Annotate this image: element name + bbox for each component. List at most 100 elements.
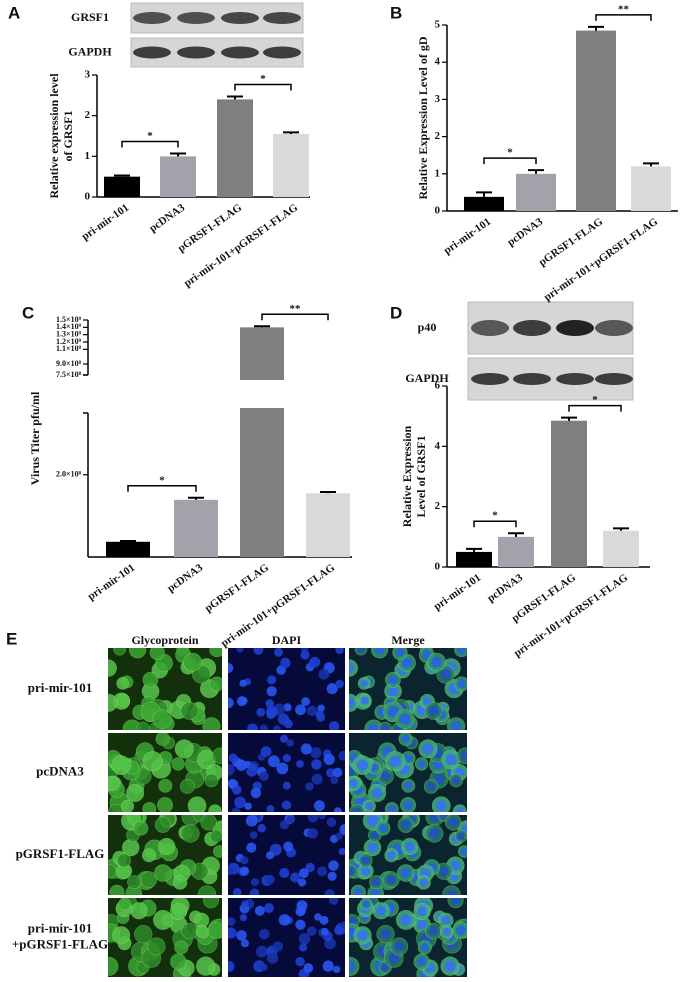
error-bar — [227, 95, 243, 100]
nucleus — [361, 696, 369, 705]
cell — [209, 648, 222, 658]
error-bar — [508, 532, 524, 537]
bar — [456, 551, 492, 567]
nucleus — [253, 648, 264, 655]
cell — [155, 733, 170, 746]
significance-bracket — [261, 313, 329, 321]
cell — [118, 898, 131, 911]
cell — [130, 902, 148, 920]
nucleus — [428, 828, 440, 839]
micrograph-cells — [228, 815, 345, 895]
error-bar — [476, 191, 492, 197]
blot-band — [556, 373, 594, 385]
bar — [516, 173, 556, 211]
cell — [181, 922, 198, 940]
y-tick-label: 0 — [85, 191, 91, 203]
nucleus — [395, 648, 405, 657]
nucleus — [372, 878, 381, 887]
y-axis-label: Virus Titer pfu/ml — [28, 391, 42, 485]
x-tick-label: pcDNA3 — [165, 561, 205, 594]
y-tick-label: 1.2×10⁹ — [56, 337, 82, 346]
nucleus — [256, 707, 266, 717]
nucleus — [299, 943, 308, 952]
cell — [116, 676, 130, 690]
nucleus — [404, 841, 415, 852]
nucleus — [371, 787, 383, 799]
nucleus — [356, 759, 369, 771]
nucleus — [300, 650, 310, 660]
nucleus — [361, 856, 370, 865]
nucleus — [368, 723, 380, 730]
x-tick-label: pri-mir-101+pGRSF1-FLAG — [182, 201, 301, 289]
nucleus — [266, 851, 275, 860]
cell — [158, 778, 173, 793]
x-tick-label: pcDNA3 — [505, 215, 545, 248]
nucleus — [266, 706, 278, 718]
nucleus — [401, 734, 410, 743]
nucleus — [282, 754, 291, 763]
cell — [174, 940, 189, 955]
panel-label: B — [390, 3, 402, 22]
nucleus — [297, 878, 307, 887]
nucleus — [247, 723, 259, 730]
x-tick-label: pcDNA3 — [147, 201, 187, 234]
nucleus — [441, 915, 451, 925]
micrograph-cells — [108, 733, 222, 812]
cell — [170, 953, 187, 970]
x-tick-label: pri-mir-101 — [86, 562, 138, 603]
cell — [140, 871, 158, 888]
nucleus — [419, 878, 428, 887]
nucleus — [455, 807, 464, 812]
nucleus — [332, 767, 343, 778]
nucleus — [317, 866, 328, 877]
nucleus — [311, 759, 322, 770]
nucleus — [307, 815, 319, 823]
significance-bracket — [483, 157, 537, 165]
nucleus — [266, 804, 275, 812]
nucleus — [440, 815, 448, 820]
nucleus — [380, 928, 391, 940]
blot-band — [513, 373, 551, 385]
significance-label: * — [159, 474, 165, 486]
nucleus — [381, 963, 390, 972]
nucleus — [335, 832, 343, 840]
nucleus — [417, 760, 426, 768]
nucleus — [250, 787, 262, 799]
cell — [154, 816, 171, 833]
error-bar — [188, 496, 204, 500]
nucleus — [279, 734, 289, 743]
bar — [551, 420, 587, 567]
nucleus — [228, 753, 238, 763]
cell — [180, 701, 199, 720]
nucleus — [387, 804, 396, 812]
nucleus — [305, 862, 315, 873]
nucleus — [319, 915, 329, 925]
nucleus — [321, 927, 329, 936]
error-bar — [320, 490, 336, 494]
nucleus — [353, 888, 363, 895]
nucleus — [431, 656, 442, 668]
blot-band — [471, 373, 509, 385]
nucleus — [400, 914, 412, 926]
y-axis-label: Relative ExpressionLevel of GRSF1 — [400, 425, 428, 527]
nucleus — [259, 771, 269, 782]
x-tick-label: pri-mir-101 — [432, 572, 484, 613]
nucleus — [416, 919, 428, 930]
nucleus — [228, 960, 235, 972]
nucleus — [245, 815, 258, 827]
cell — [116, 693, 131, 708]
cell — [208, 804, 222, 812]
micrograph-cells — [108, 898, 222, 977]
nucleus — [435, 800, 447, 812]
y-tick-label: 2 — [435, 500, 441, 512]
nucleus — [228, 927, 237, 939]
blot-band — [177, 46, 215, 59]
nucleus — [244, 802, 252, 811]
cell — [202, 717, 221, 730]
cell — [172, 875, 188, 890]
bar — [104, 176, 140, 197]
micrograph-cells — [349, 733, 467, 812]
blot-band — [595, 373, 633, 385]
y-tick-label: 0 — [435, 205, 441, 217]
